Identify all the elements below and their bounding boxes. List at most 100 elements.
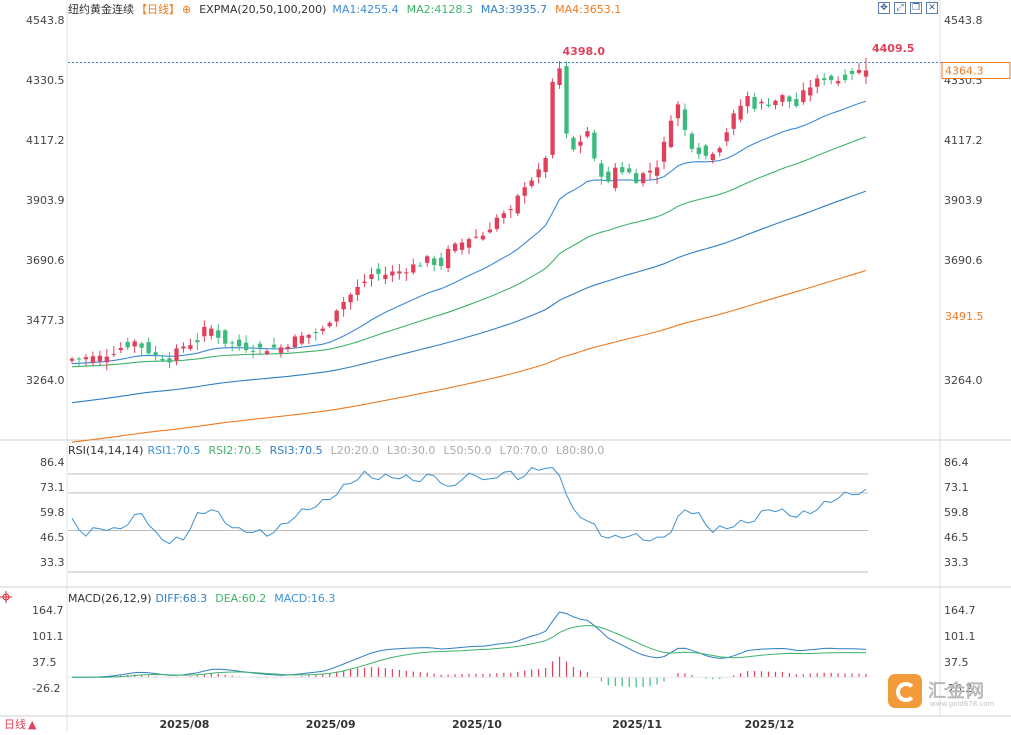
restore-icon[interactable]: ❐ <box>910 2 922 14</box>
candle-body <box>160 358 165 361</box>
candle <box>564 61 569 139</box>
price-tick-right: 3903.9 <box>944 194 983 207</box>
candle-body <box>780 95 785 102</box>
candle <box>661 136 667 170</box>
rsi-legend: RSI(14,14,14) RSI1:70.5 RSI2:70.5 RSI3:70.5… <box>68 444 612 458</box>
candle <box>473 229 479 239</box>
candle <box>620 161 625 175</box>
rsi-tick-right: 46.5 <box>944 531 969 544</box>
high-label-2: 4409.5 <box>872 42 914 55</box>
rsi-tick-right: 59.8 <box>944 506 969 519</box>
dea-line <box>72 624 867 678</box>
candle <box>640 171 646 187</box>
candle <box>863 57 869 84</box>
candle <box>738 99 743 123</box>
candle-body <box>738 105 743 120</box>
candle <box>780 93 785 107</box>
macd-tick-left: 164.7 <box>32 604 64 617</box>
period-tag[interactable]: 【日线】 <box>136 3 180 16</box>
candle <box>404 267 409 281</box>
add-indicator-icon[interactable]: ⊕ <box>182 3 192 16</box>
triangle-up-icon: ▲ <box>28 718 37 731</box>
price-tick-left: 4117.2 <box>26 134 65 147</box>
candle <box>829 74 834 85</box>
candle-body <box>181 346 186 349</box>
candle <box>153 345 158 361</box>
candle <box>355 279 360 301</box>
candle-body <box>236 339 242 347</box>
macd-tick-left: 101.1 <box>32 630 64 643</box>
candle-body <box>167 358 172 363</box>
candle-body <box>543 157 548 173</box>
candle <box>83 354 89 366</box>
close-icon[interactable]: ✕ <box>926 2 938 14</box>
candle-body <box>118 348 123 351</box>
candle <box>250 344 256 358</box>
price-tick-left: 4330.5 <box>26 74 65 87</box>
expand-icon[interactable]: ⤢ <box>894 2 906 14</box>
candle <box>703 143 708 160</box>
candle-body <box>606 171 611 182</box>
candle <box>306 333 311 345</box>
period-tab[interactable]: 日线 ▲ <box>4 718 44 732</box>
candle <box>104 348 109 371</box>
candle-body <box>599 163 604 177</box>
candle-body <box>536 169 541 178</box>
candle <box>111 346 116 358</box>
candle-body <box>592 132 597 159</box>
candle <box>320 325 325 335</box>
candle <box>452 241 458 254</box>
rsi-tick-left: 86.4 <box>40 456 65 469</box>
candle <box>188 338 193 351</box>
price-tick-right: 4543.8 <box>944 14 983 27</box>
candle <box>508 205 513 218</box>
candle-body <box>842 74 848 81</box>
candle-body <box>452 243 458 251</box>
candle <box>515 193 520 216</box>
macd-title[interactable]: MACD(26,12,9) <box>68 592 152 605</box>
candle-body <box>480 235 486 240</box>
candle-body <box>661 141 667 162</box>
crosshair-icon <box>0 591 12 603</box>
candle-body <box>564 66 569 134</box>
candle <box>522 182 527 204</box>
candle-body <box>341 301 346 310</box>
price-tick-left: 3477.3 <box>26 314 65 327</box>
ma2-value: MA2:4128.3 <box>406 3 473 16</box>
rsi1-value: RSI1:70.5 <box>147 444 201 457</box>
candle-body <box>654 167 660 176</box>
candle-body <box>849 70 855 74</box>
candle-body <box>90 356 96 363</box>
candle-body <box>299 335 305 344</box>
macd-tick-right: 164.7 <box>944 604 976 617</box>
candle-body <box>139 343 144 348</box>
move-icon[interactable]: ✥ <box>878 2 890 14</box>
candle-body <box>724 132 729 142</box>
rsi-tick-right: 73.1 <box>944 481 969 494</box>
candle-body <box>153 352 158 355</box>
watermark-url: www.gold678.com <box>930 700 995 708</box>
candle <box>849 68 855 81</box>
candle-body <box>640 173 646 184</box>
candle <box>132 339 137 354</box>
rsi2-value: RSI2:70.5 <box>208 444 262 457</box>
candle-body <box>223 330 228 344</box>
candle-body <box>578 141 583 146</box>
candle <box>835 76 841 87</box>
indicator-name[interactable]: EXPMA(20,50,100,200) <box>199 3 327 16</box>
candle-body <box>104 356 109 363</box>
macd-tick-right: 101.1 <box>944 630 976 643</box>
time-tick-label: 2025/08 <box>159 718 209 731</box>
rsi-tick-left: 73.1 <box>40 481 65 494</box>
candle-body <box>675 104 681 119</box>
ema-line-1 <box>71 100 867 365</box>
rsi-title[interactable]: RSI(14,14,14) <box>68 444 144 457</box>
price-tick-left: 3264.0 <box>26 374 65 387</box>
candle <box>243 335 249 354</box>
candle-body <box>264 351 270 354</box>
candle-body <box>571 137 576 150</box>
candle-body <box>320 328 325 332</box>
rsi3-value: RSI3:70.5 <box>269 444 323 457</box>
